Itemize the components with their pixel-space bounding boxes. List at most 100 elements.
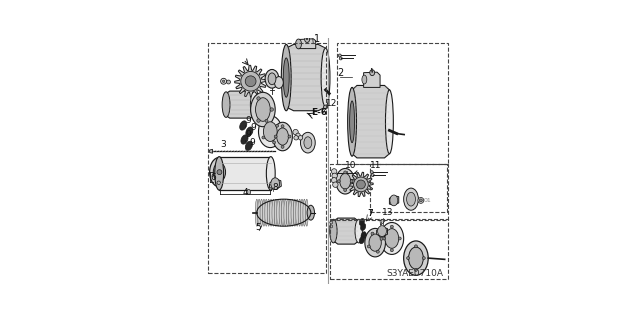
Ellipse shape — [360, 223, 365, 231]
Circle shape — [367, 245, 371, 248]
Ellipse shape — [305, 199, 308, 226]
Circle shape — [241, 71, 260, 91]
Ellipse shape — [330, 219, 337, 243]
Ellipse shape — [276, 199, 280, 226]
Circle shape — [383, 237, 385, 240]
Ellipse shape — [293, 199, 296, 226]
Circle shape — [380, 237, 383, 240]
Circle shape — [217, 181, 220, 184]
Ellipse shape — [264, 122, 277, 141]
Circle shape — [353, 177, 368, 192]
Text: 2: 2 — [337, 68, 344, 78]
Text: 9: 9 — [245, 130, 251, 139]
Ellipse shape — [408, 247, 423, 269]
Text: 5: 5 — [255, 223, 261, 232]
Ellipse shape — [321, 48, 330, 107]
Polygon shape — [364, 72, 380, 87]
Ellipse shape — [275, 77, 284, 88]
Polygon shape — [298, 39, 316, 48]
Circle shape — [262, 136, 265, 139]
Ellipse shape — [340, 174, 351, 189]
Ellipse shape — [359, 219, 365, 226]
Polygon shape — [269, 179, 282, 189]
Ellipse shape — [390, 195, 397, 206]
Ellipse shape — [385, 229, 399, 248]
Circle shape — [273, 141, 275, 144]
Ellipse shape — [349, 101, 355, 143]
Ellipse shape — [246, 189, 251, 195]
Polygon shape — [389, 196, 399, 205]
Ellipse shape — [404, 188, 419, 210]
Ellipse shape — [258, 199, 260, 226]
Circle shape — [293, 130, 298, 135]
Circle shape — [356, 180, 365, 189]
Ellipse shape — [265, 70, 279, 88]
Ellipse shape — [265, 199, 268, 226]
Circle shape — [333, 182, 338, 187]
Bar — [370, 164, 447, 212]
Ellipse shape — [291, 199, 294, 226]
Ellipse shape — [307, 205, 314, 220]
Bar — [337, 43, 449, 164]
Text: 9: 9 — [249, 138, 255, 147]
Ellipse shape — [268, 73, 276, 85]
Circle shape — [390, 249, 394, 252]
Ellipse shape — [304, 137, 312, 149]
Ellipse shape — [255, 98, 270, 121]
Ellipse shape — [284, 199, 287, 226]
Text: 4: 4 — [243, 188, 248, 197]
Circle shape — [270, 108, 273, 111]
Circle shape — [324, 105, 328, 109]
Circle shape — [332, 178, 337, 183]
Ellipse shape — [365, 228, 385, 257]
Polygon shape — [349, 172, 373, 197]
Circle shape — [406, 257, 410, 260]
Ellipse shape — [286, 199, 289, 226]
Ellipse shape — [282, 44, 291, 111]
Bar — [207, 43, 326, 273]
Ellipse shape — [273, 122, 292, 151]
Ellipse shape — [336, 168, 355, 194]
Circle shape — [221, 78, 227, 84]
Ellipse shape — [215, 157, 223, 190]
Circle shape — [330, 221, 333, 224]
Ellipse shape — [301, 132, 316, 153]
Bar — [330, 219, 449, 279]
Text: 9: 9 — [245, 116, 251, 125]
Ellipse shape — [260, 199, 263, 226]
Ellipse shape — [222, 92, 230, 117]
Circle shape — [415, 245, 417, 248]
Ellipse shape — [259, 116, 282, 148]
Circle shape — [344, 171, 347, 174]
Ellipse shape — [284, 58, 289, 97]
Text: 01: 01 — [424, 198, 431, 203]
Circle shape — [415, 268, 417, 271]
Circle shape — [344, 189, 347, 191]
Ellipse shape — [267, 199, 270, 226]
Ellipse shape — [305, 37, 310, 42]
Circle shape — [419, 199, 422, 202]
Ellipse shape — [369, 234, 381, 251]
Ellipse shape — [378, 226, 387, 236]
Ellipse shape — [240, 121, 247, 130]
Ellipse shape — [296, 199, 299, 226]
Ellipse shape — [255, 199, 259, 226]
Polygon shape — [352, 85, 389, 158]
Ellipse shape — [361, 232, 366, 239]
Circle shape — [265, 119, 268, 122]
Ellipse shape — [245, 141, 252, 151]
Circle shape — [222, 80, 225, 83]
Polygon shape — [376, 227, 387, 237]
Circle shape — [274, 135, 277, 138]
Circle shape — [245, 76, 256, 87]
Circle shape — [276, 124, 278, 127]
Circle shape — [227, 80, 230, 84]
Polygon shape — [333, 218, 358, 244]
Ellipse shape — [355, 219, 362, 243]
Bar — [330, 164, 449, 220]
Circle shape — [298, 136, 303, 140]
Text: 9: 9 — [251, 123, 257, 132]
Ellipse shape — [213, 163, 225, 182]
Ellipse shape — [269, 199, 273, 226]
Circle shape — [339, 54, 341, 57]
